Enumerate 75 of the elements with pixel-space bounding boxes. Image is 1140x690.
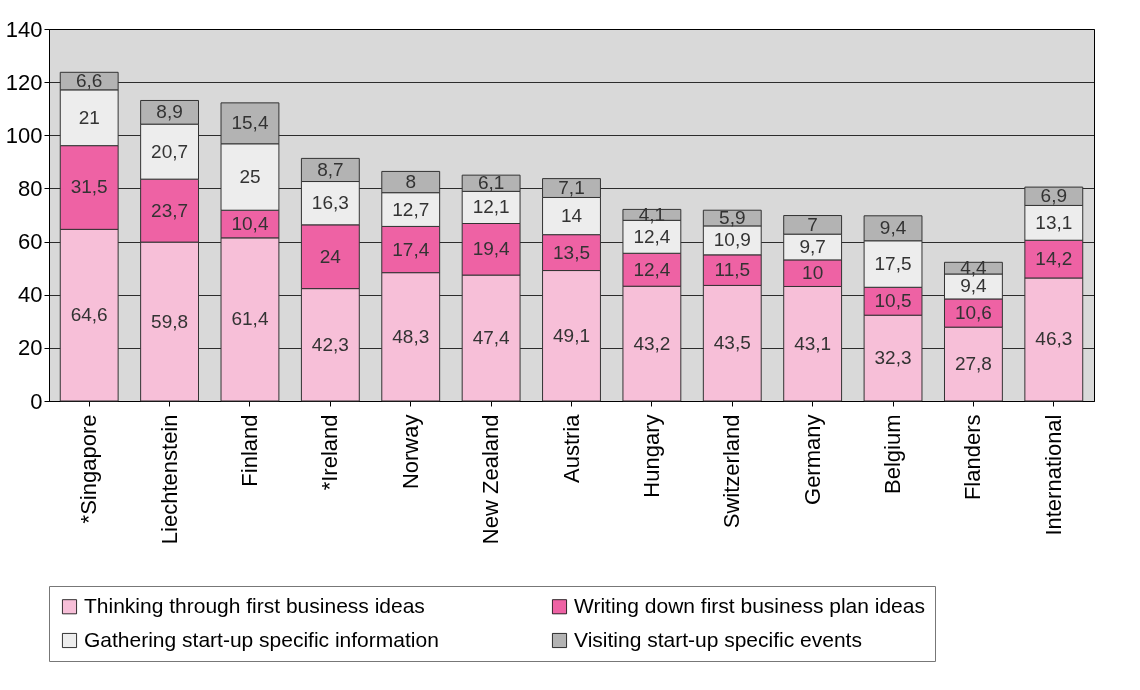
data-label: 46,3	[1035, 328, 1073, 350]
x-tick-label: *Ireland	[317, 414, 343, 491]
data-label: 7	[807, 213, 818, 235]
x-tick-label: Norway	[397, 414, 423, 490]
data-label: 8	[405, 171, 417, 193]
legend-label: Thinking through first business ideas	[84, 593, 425, 617]
data-label: 15,4	[231, 112, 269, 134]
data-label: 6,1	[477, 172, 505, 194]
data-label: 5,9	[719, 207, 746, 229]
data-label: 16,3	[311, 192, 349, 214]
x-tick-label: Flanders	[960, 414, 986, 501]
data-label: 31,5	[70, 176, 108, 198]
data-label: 6,9	[1040, 185, 1068, 207]
y-tick-label: 120	[5, 69, 43, 95]
x-tick-label: Hungary	[638, 414, 664, 498]
y-tick-label: 100	[5, 122, 43, 148]
data-label: 47,4	[472, 327, 511, 349]
data-label: 42,3	[311, 333, 349, 355]
data-label: 9,4	[879, 217, 907, 239]
x-tick-label: Liechtenstein	[156, 414, 182, 545]
data-label: 8,9	[156, 101, 183, 123]
data-label: 14,2	[1035, 248, 1073, 270]
data-label: 13,1	[1035, 211, 1073, 233]
data-label: 59,8	[151, 310, 189, 332]
x-tick-label: Austria	[558, 413, 584, 483]
data-label: 10,9	[713, 229, 751, 251]
data-label: 43,2	[633, 332, 671, 354]
data-label: 8,7	[317, 158, 344, 180]
data-label: 12,4	[633, 258, 671, 280]
data-label: 4,1	[638, 203, 666, 225]
data-label: 14	[560, 205, 583, 227]
data-label: 48,3	[392, 325, 430, 347]
data-label: 49,1	[553, 324, 590, 346]
data-label: 25	[239, 166, 261, 187]
data-label: 43,1	[794, 332, 832, 354]
data-label: 10,4	[231, 213, 269, 235]
data-label: 61,4	[231, 308, 269, 330]
data-label: 23,7	[151, 199, 189, 221]
data-label: 12,1	[472, 196, 510, 218]
data-label: 17,4	[392, 238, 430, 260]
x-tick-label: Germany	[799, 414, 825, 505]
x-tick-label: Finland	[236, 414, 262, 487]
x-tick-label: Belgium	[880, 414, 906, 494]
data-label: 10,5	[874, 290, 912, 312]
data-label: 21	[78, 106, 100, 128]
data-label: 12,7	[392, 198, 430, 220]
x-tick-label: New Zealand	[478, 414, 504, 545]
data-label: 32,3	[874, 347, 912, 369]
data-label: 20,7	[151, 140, 189, 162]
data-label: 27,8	[954, 353, 992, 375]
data-label: 19,4	[472, 238, 511, 260]
data-label: 9,7	[799, 236, 826, 258]
data-label: 12,4	[633, 225, 671, 247]
data-label: 11,5	[714, 259, 751, 281]
data-label: 43,5	[713, 332, 751, 354]
legend-label: Writing down first business plan ideas	[574, 593, 925, 617]
data-label: 10,6	[954, 302, 992, 324]
data-label: 17,5	[874, 253, 912, 275]
legend-label: Visiting start-up specific events	[574, 627, 862, 651]
data-label: 7,1	[558, 177, 585, 199]
x-tick-label: *Singapore	[76, 414, 102, 524]
y-tick-label: 80	[18, 175, 43, 201]
data-label: 13,5	[553, 241, 590, 263]
data-label: 6,6	[75, 70, 103, 92]
x-tick-label: Switzerland	[719, 414, 745, 529]
legend-label: Gathering start-up specific information	[84, 627, 439, 651]
data-label: 24	[319, 245, 342, 267]
x-tick-label: International	[1040, 414, 1066, 536]
data-label: 10	[802, 262, 824, 284]
y-tick-label: 60	[18, 229, 43, 255]
y-tick-label: 40	[18, 282, 43, 308]
data-label: 64,6	[70, 304, 108, 326]
y-tick-label: 20	[18, 335, 43, 361]
y-tick-label: 0	[30, 388, 43, 414]
y-tick-label: 140	[5, 16, 43, 42]
